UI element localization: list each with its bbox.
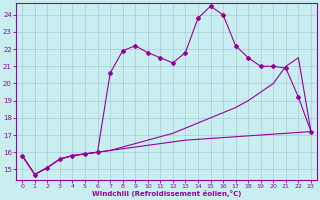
X-axis label: Windchill (Refroidissement éolien,°C): Windchill (Refroidissement éolien,°C) <box>92 190 241 197</box>
